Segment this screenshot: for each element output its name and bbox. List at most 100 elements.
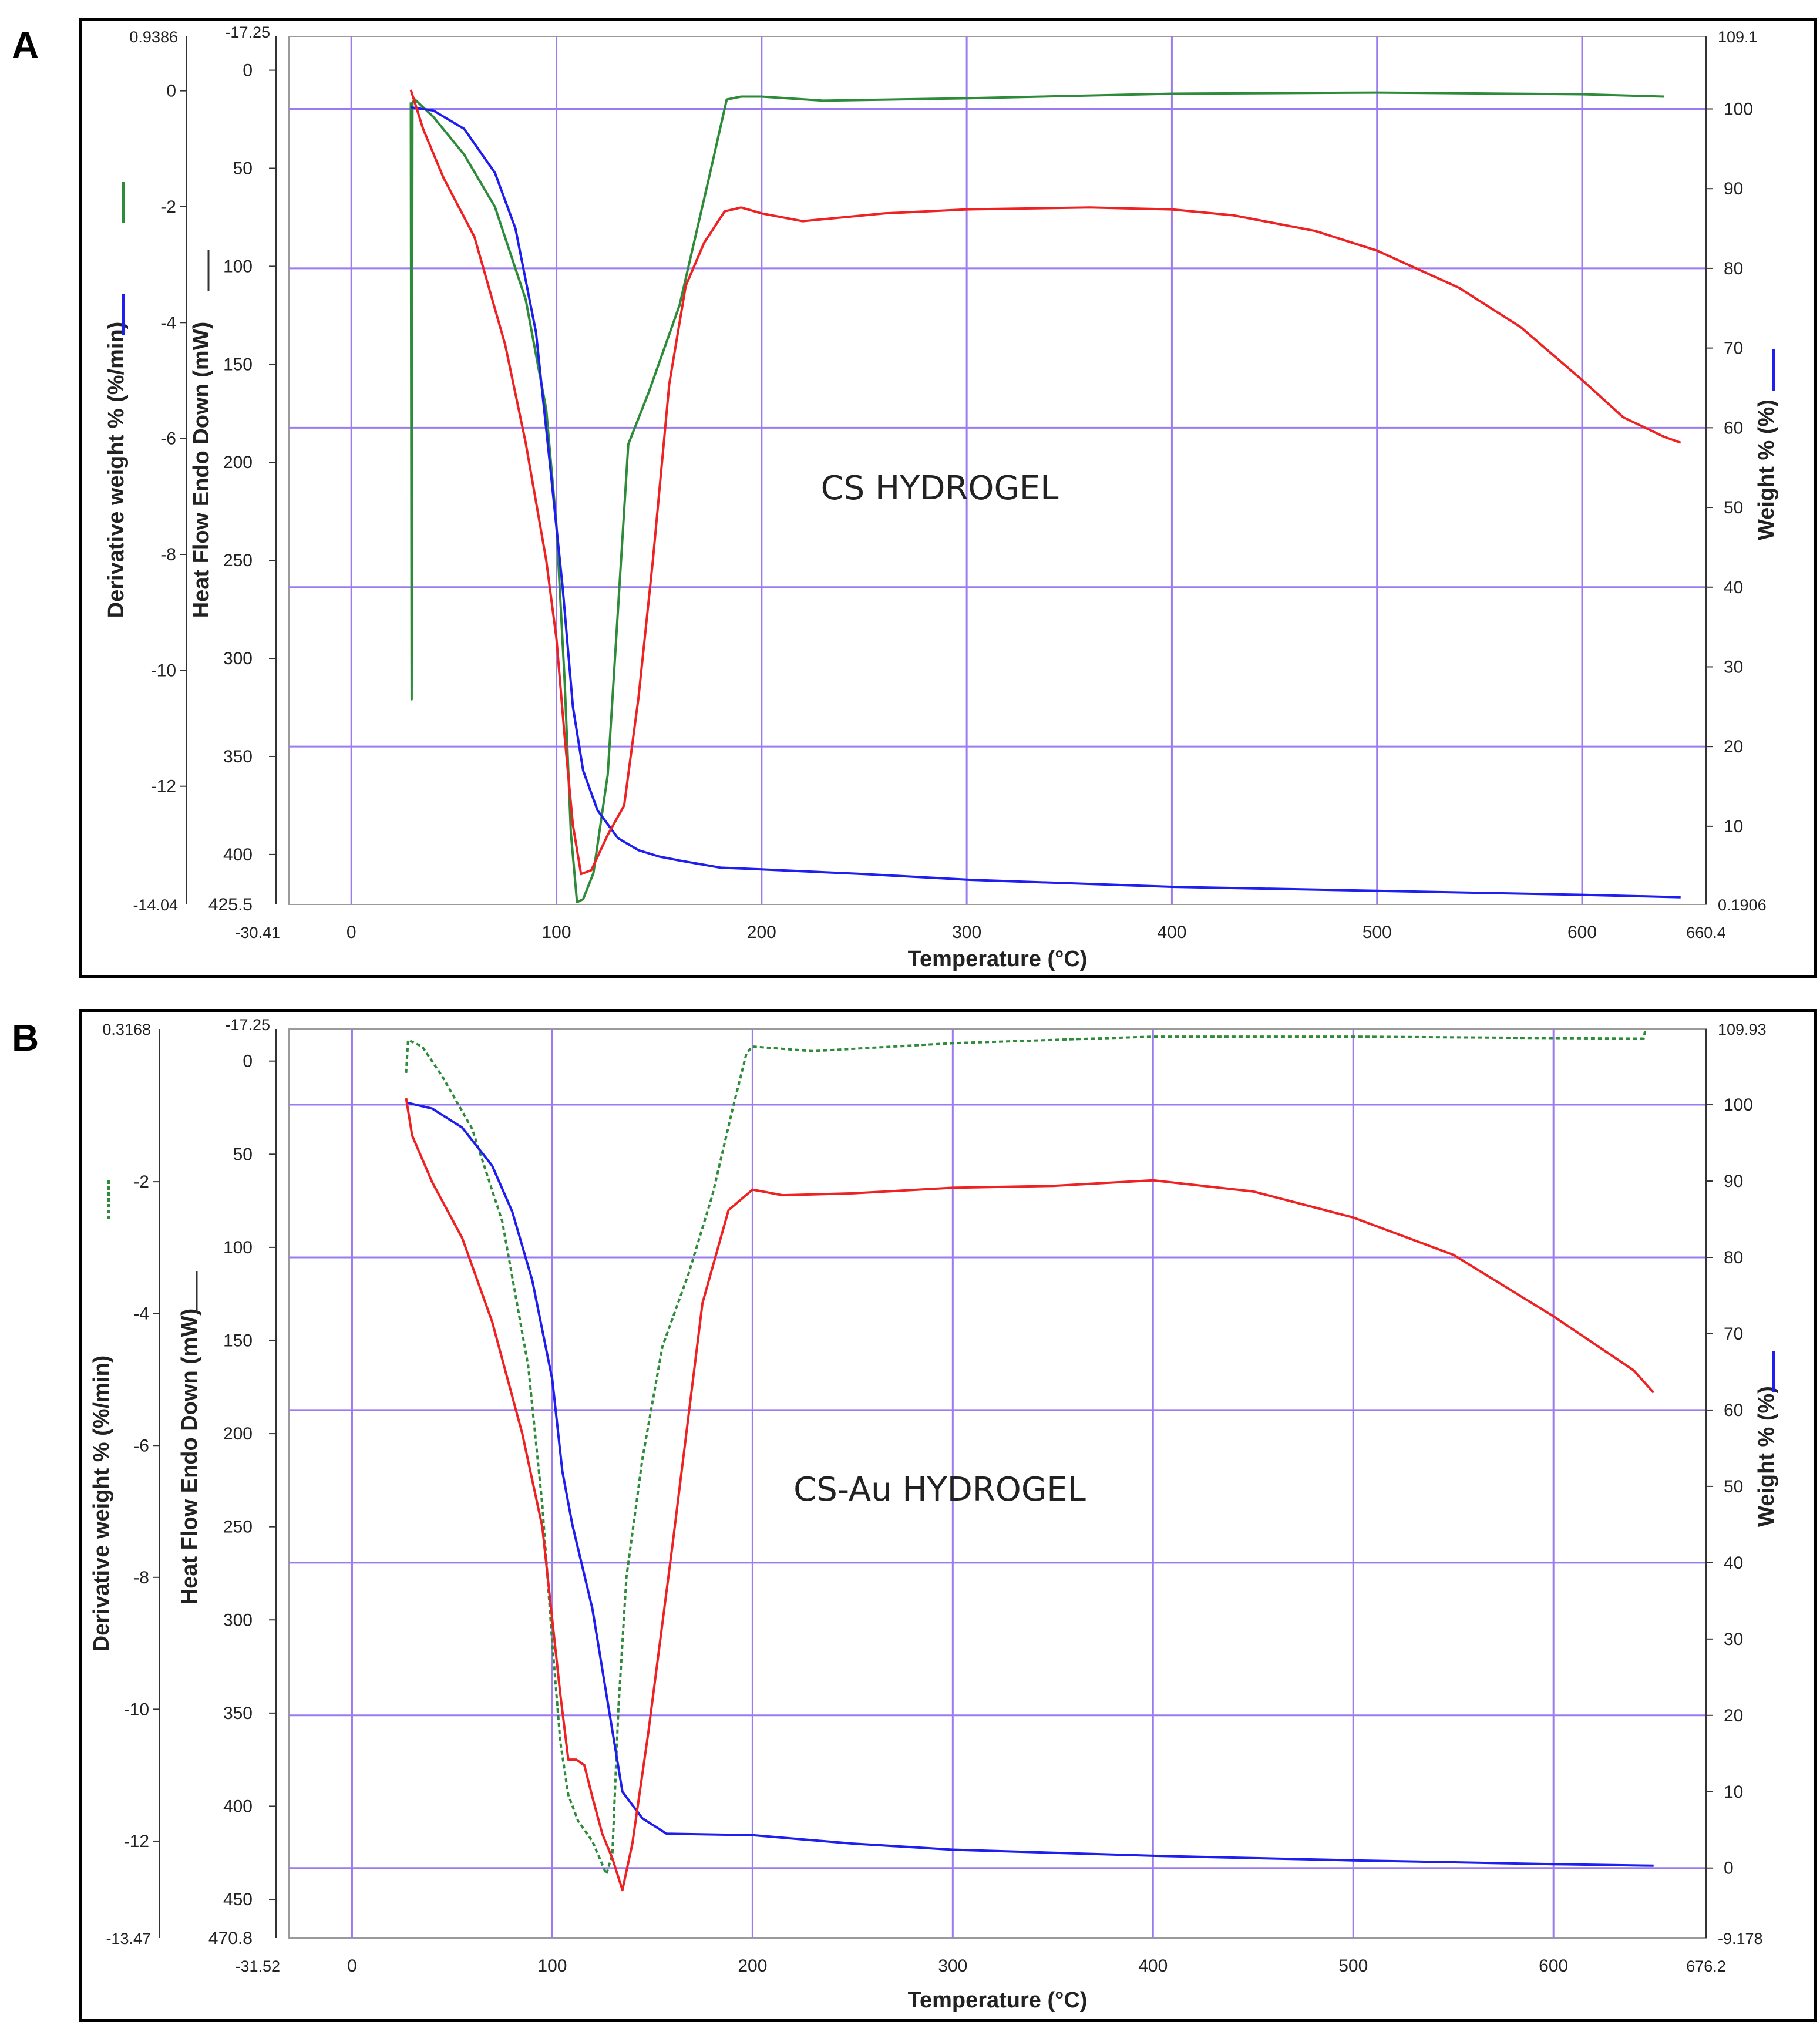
- panel-b-heat-flow-tick-label: 400: [223, 1797, 253, 1816]
- panel-b-heat-flow-tick-label: 100: [223, 1238, 253, 1257]
- panel-a-x-tick-label: 100: [541, 923, 571, 942]
- panel-a-derivative-tick-label: -8: [160, 545, 176, 564]
- panel-b-heat-flow-max-label: 470.8: [208, 1929, 253, 1948]
- panel-b-heat-flow-tick-label: 300: [223, 1610, 253, 1630]
- panel-a-heat-flow-tick-label: 50: [233, 159, 253, 178]
- panel-b-series-derivative-line: [405, 1028, 1647, 1876]
- panel-a-weight-tick-label: 80: [1724, 259, 1743, 278]
- panel-b-heat-flow-tick-label: 350: [223, 1704, 253, 1723]
- panel-b-x-tick-label: 100: [537, 1956, 567, 1976]
- panel-a-x-tick-label: 0: [346, 923, 356, 942]
- panel-a-x-tick-label: 300: [952, 923, 981, 942]
- panel-b-derivative-tick-label: -4: [133, 1304, 149, 1324]
- panel-b-x-tick-label: 400: [1138, 1956, 1168, 1976]
- panel-a-series-heat-flow-line: [409, 89, 1681, 876]
- panel-a-heat-flow-tick-label: 0: [243, 61, 253, 80]
- panel-a-series-derivative-line: [409, 91, 1664, 904]
- panel-b-weight-tick-label: 10: [1724, 1782, 1743, 1802]
- panel-b-x-tick-label: 200: [738, 1956, 767, 1976]
- panel-a-x-tick-label: 500: [1363, 923, 1392, 942]
- panel-b-weight-tick-label: 90: [1724, 1172, 1743, 1191]
- panel-a-derivative-max-label: 0.9386: [129, 28, 178, 46]
- panel-a-weight-tick-label: 50: [1724, 498, 1743, 517]
- panel-b-derivative-tick-label: -2: [133, 1172, 149, 1192]
- panel-b-derivative-tick-label: -8: [133, 1568, 149, 1587]
- panel-b-heat-flow-tick-label: 150: [223, 1331, 253, 1350]
- panel-b-weight-tick-label: 60: [1724, 1401, 1743, 1420]
- panel-b-weight-tick-label: 0: [1724, 1859, 1734, 1878]
- panel-b-derivative-axis-title: Derivative weight % (%/min): [89, 1355, 114, 1652]
- panel-a-weight-tick-label: 90: [1724, 179, 1743, 199]
- panel-a-weight-axis-title: Weight % (%): [1754, 399, 1779, 540]
- panel-a-x-max-label: 660.4: [1686, 924, 1726, 941]
- panel-b-heat-flow-tick-label: 250: [223, 1518, 253, 1537]
- panel-a-weight-min-label: 0.1906: [1718, 896, 1767, 914]
- panel-a-weight-tick-label: 10: [1724, 817, 1743, 836]
- panel-a-weight-tick-label: 20: [1724, 737, 1743, 756]
- panel-label-a: A: [12, 24, 39, 66]
- panel-b-heat-flow-tick-label: 450: [223, 1890, 253, 1909]
- panel-a-x-min-label: -30.41: [235, 924, 280, 941]
- panel-a-heat-flow-tick-label: 200: [223, 453, 253, 472]
- panel-a-derivative-tick-label: -10: [151, 661, 176, 680]
- panel-a-derivative-axis-title: Derivative weight % (%/min): [104, 322, 129, 618]
- panel-b-heat-flow-tick-label: 200: [223, 1424, 253, 1444]
- panel-a-weight-tick-label: 60: [1724, 418, 1743, 438]
- panel-b-weight-tick-label: 30: [1724, 1630, 1743, 1649]
- panel-a-heat-flow-tick-label: 350: [223, 747, 253, 766]
- panel-b-series-weight-line: [406, 1101, 1654, 1867]
- panel-a-derivative-min-label: -14.04: [133, 896, 178, 914]
- panel-a-frame: [79, 18, 1817, 978]
- panel-b-derivative-max-label: 0.3168: [102, 1021, 151, 1038]
- panel-a-heat-flow-tick-label: 300: [223, 649, 253, 668]
- panel-a-sample-annotation: CS HYDROGEL: [821, 469, 1059, 507]
- panel-b-heat-flow-tick-label: 50: [233, 1145, 253, 1164]
- panel-b-weight-tick-label: 40: [1724, 1553, 1743, 1573]
- panel-b-weight-tick-label: 20: [1724, 1706, 1743, 1725]
- panel-b-weight-min-label: -9.178: [1718, 1930, 1763, 1947]
- panel-b-x-min-label: -31.52: [235, 1957, 280, 1975]
- panel-b-weight-tick-label: 50: [1724, 1477, 1743, 1496]
- panel-b-x-tick-label: 500: [1338, 1956, 1368, 1976]
- panel-b-x-tick-label: 0: [347, 1956, 357, 1976]
- panel-b-derivative-min-label: -13.47: [106, 1930, 151, 1947]
- panel-b-derivative-tick-label: -6: [133, 1436, 149, 1455]
- panel-a-heat-flow-min-label: -17.25: [225, 23, 270, 41]
- panel-b-x-tick-label: 300: [938, 1956, 967, 1976]
- panel-b-x-max-label: 676.2: [1686, 1957, 1726, 1975]
- panel-b-x-axis-title: Temperature (°C): [908, 1988, 1088, 2013]
- panel-a-heat-flow-tick-label: 400: [223, 845, 253, 865]
- panel-a-x-axis-title: Temperature (°C): [908, 947, 1088, 971]
- panel-b-derivative-tick-label: -12: [124, 1832, 149, 1851]
- panel-a-weight-tick-label: 100: [1724, 99, 1753, 119]
- panel-b-sample-annotation: CS-Au HYDROGEL: [793, 1471, 1086, 1509]
- panel-label-b: B: [12, 1017, 39, 1059]
- panel-b-weight-tick-label: 70: [1724, 1324, 1743, 1344]
- panel-a-heat-flow-tick-label: 100: [223, 257, 253, 276]
- panel-a-heat-flow-max-label: 425.5: [208, 895, 253, 914]
- panel-b-weight-tick-label: 100: [1724, 1095, 1753, 1115]
- panel-a-x-tick-label: 200: [747, 923, 776, 942]
- panel-a-weight-tick-label: 30: [1724, 657, 1743, 677]
- panel-a-derivative-tick-label: -6: [160, 429, 176, 449]
- panel-a-derivative-tick-label: 0: [166, 82, 176, 101]
- panel-a-weight-tick-label: 40: [1724, 578, 1743, 597]
- panel-b-frame: [79, 1009, 1817, 2022]
- panel-a-derivative-tick-label: -2: [160, 197, 176, 217]
- panel-b-derivative-tick-label: -10: [124, 1700, 149, 1719]
- panel-a-heat-flow-tick-label: 250: [223, 551, 253, 570]
- panel-b-weight-axis-title: Weight % (%): [1754, 1386, 1779, 1527]
- panel-b-heat-flow-tick-label: 0: [243, 1052, 253, 1071]
- panel-b-weight-tick-label: 80: [1724, 1248, 1743, 1267]
- panel-a-heat-flow-tick-label: 150: [223, 355, 253, 374]
- panel-b-weight-max-label: 109.93: [1718, 1021, 1767, 1038]
- panel-a-x-tick-label: 400: [1157, 923, 1186, 942]
- panel-b-heat-flow-axis-title: Heat Flow Endo Down (mW): [177, 1308, 202, 1605]
- panel-a-derivative-tick-label: -12: [151, 777, 176, 796]
- panel-a-heat-flow-axis-title: Heat Flow Endo Down (mW): [189, 322, 214, 618]
- panel-a-series-weight-line: [411, 106, 1681, 899]
- panel-a-weight-tick-label: 70: [1724, 339, 1743, 358]
- panel-b-heat-flow-min-label: -17.25: [225, 1016, 270, 1034]
- panel-a-x-tick-label: 600: [1567, 923, 1597, 942]
